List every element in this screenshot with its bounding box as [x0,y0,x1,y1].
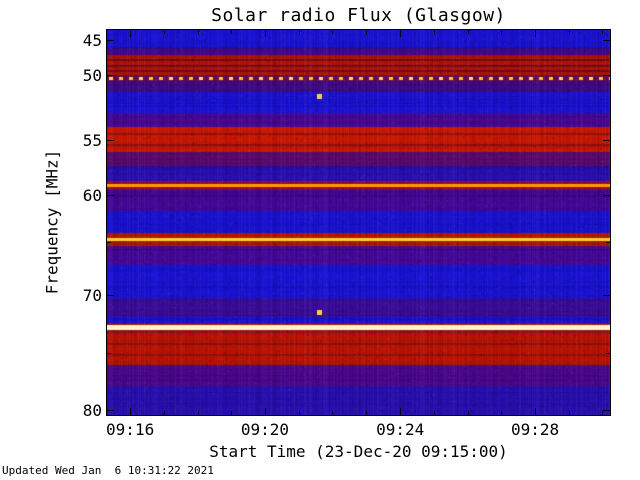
y-major-tick [603,195,610,196]
y-major-tick [603,75,610,76]
x-minor-tick [501,411,502,415]
x-major-tick [130,30,131,37]
y-major-tick [107,410,114,411]
update-timestamp: Updated Wed Jan 6 10:31:22 2021 [2,464,214,477]
x-minor-tick [332,30,333,34]
y-tick-label: 80 [82,400,102,420]
y-major-tick [107,295,114,296]
y-tick-label: 55 [82,131,102,151]
x-minor-tick [332,411,333,415]
x-minor-tick [434,30,435,34]
y-major-tick [107,75,114,76]
x-minor-tick [434,411,435,415]
y-minor-tick [107,242,111,243]
y-tick-label: 50 [82,66,102,86]
x-major-tick [130,408,131,415]
x-tick-label: 09:24 [376,420,425,439]
y-tick-label: 45 [82,31,102,50]
x-major-tick [265,30,266,37]
x-minor-tick [602,411,603,415]
x-major-tick [400,30,401,37]
x-major-tick [265,408,266,415]
y-major-tick [603,140,610,141]
y-major-tick [603,40,610,41]
y-axis-label: Frequency [MHz] [42,149,62,295]
x-tick-label: 09:20 [240,420,290,439]
y-major-tick [107,140,114,141]
x-minor-tick [468,30,469,34]
x-minor-tick [198,411,199,415]
y-minor-tick [606,242,610,243]
x-minor-tick [231,411,232,415]
x-minor-tick [501,30,502,34]
x-minor-tick [569,411,570,415]
plot-area [106,29,611,416]
y-minor-tick [107,353,111,354]
y-major-tick [107,40,114,41]
y-major-tick [603,410,610,411]
x-minor-tick [366,411,367,415]
x-major-tick [535,30,536,37]
x-minor-tick [164,30,165,34]
x-tick-label: 09:16 [106,420,155,439]
y-major-tick [107,195,114,196]
x-minor-tick [198,30,199,34]
x-minor-tick [231,30,232,34]
x-minor-tick [299,411,300,415]
y-major-tick [603,295,610,296]
y-minor-tick [606,353,610,354]
x-major-tick [400,408,401,415]
x-minor-tick [366,30,367,34]
x-major-tick [535,408,536,415]
y-tick-label: 70 [82,285,102,305]
x-minor-tick [602,30,603,34]
chart-title: Solar radio Flux (Glasgow) [211,5,506,26]
spectrogram-canvas [107,30,610,415]
x-minor-tick [569,30,570,34]
x-axis-label: Start Time (23-Dec-20 09:15:00) [209,442,508,461]
x-minor-tick [299,30,300,34]
x-tick-label: 09:28 [510,420,560,439]
x-minor-tick [468,411,469,415]
y-tick-label: 60 [82,186,102,206]
x-minor-tick [164,411,165,415]
